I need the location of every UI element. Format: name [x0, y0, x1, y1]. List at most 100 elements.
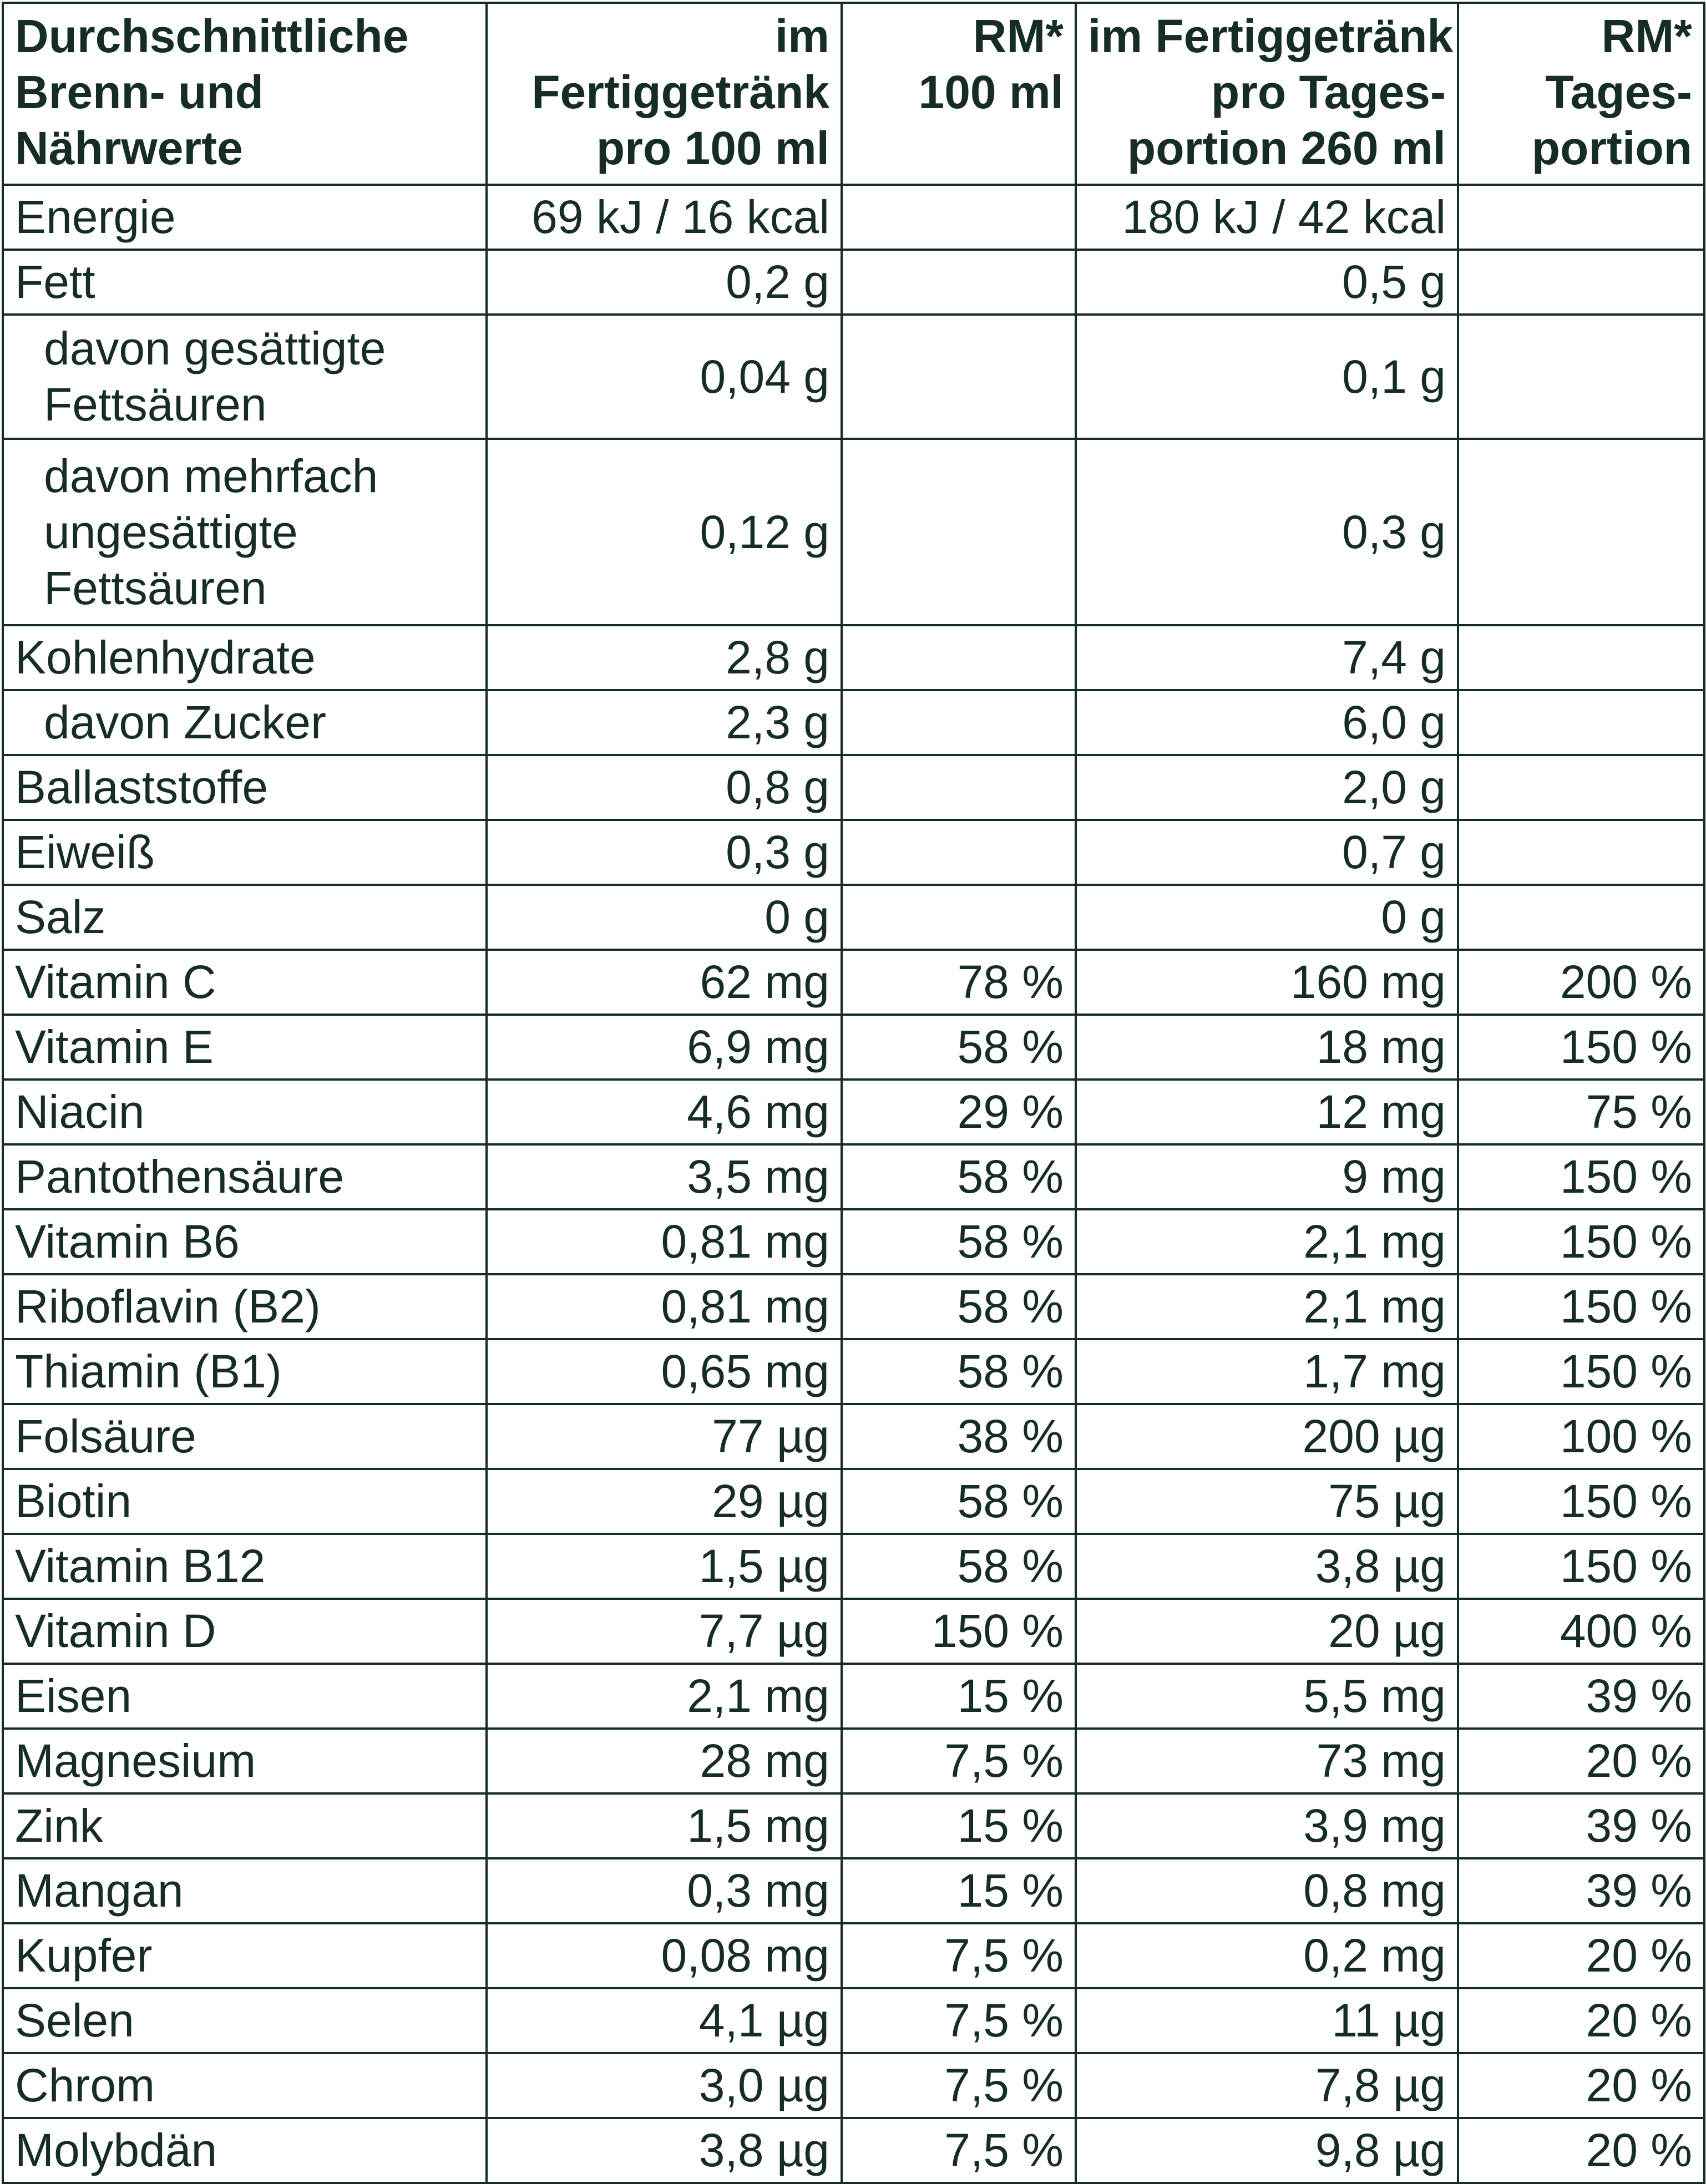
value-per-100ml: 0 g [485, 884, 843, 951]
nutrient-label: Kupfer [2, 1922, 488, 1989]
nutrient-label: Vitamin E [2, 1014, 488, 1081]
nutrient-label: Vitamin C [2, 949, 488, 1016]
value-per-100ml: 0,12 g [485, 438, 843, 626]
nutrient-label-line: davon mehrfach [44, 449, 378, 502]
rm-per-day-portion: 20 % [1457, 1727, 1705, 1795]
nutrition-rows: Energie 69 kJ / 16 kcal 180 kJ / 42 kcal Fe… [2, 184, 1705, 2184]
rm-per-day-portion [1457, 438, 1705, 626]
nutrient-label-line: Fettsäuren [44, 561, 267, 614]
value-per-day-portion: 0,1 g [1075, 313, 1459, 440]
nutrient-label: Energie [2, 184, 488, 251]
value-per-100ml: 29 µg [485, 1468, 843, 1535]
table-row: Vitamin E 6,9 mg 58 % 18 mg 150 % [2, 1014, 1705, 1081]
nutrient-label-line: Biotin [15, 1475, 132, 1527]
nutrient-label-line: Eiweiß [15, 826, 155, 878]
nutrient-label-line: Vitamin D [15, 1605, 216, 1657]
value-per-100ml: 0,65 mg [485, 1338, 843, 1405]
rm-per-day-portion [1457, 819, 1705, 886]
rm-per-100ml [841, 819, 1077, 886]
value-per-100ml: 69 kJ / 16 kcal [485, 184, 843, 251]
value-per-day-portion: 0 g [1075, 884, 1459, 951]
value-per-day-portion: 5,5 mg [1075, 1663, 1459, 1730]
rm-per-100ml [841, 754, 1077, 821]
table-row: Thiamin (B1) 0,65 mg 58 % 1,7 mg 150 % [2, 1338, 1705, 1405]
value-per-day-portion: 0,8 mg [1075, 1857, 1459, 1924]
value-per-100ml: 0,81 mg [485, 1208, 843, 1275]
nutrient-label-line: Kupfer [15, 1929, 153, 1982]
value-per-day-portion: 3,9 mg [1075, 1792, 1459, 1859]
nutrient-label-line: Chrom [15, 2059, 155, 2111]
rm-per-day-portion: 150 % [1457, 1208, 1705, 1275]
value-per-100ml: 0,3 mg [485, 1857, 843, 1924]
rm-per-100ml [841, 689, 1077, 756]
table-row: Vitamin B6 0,81 mg 58 % 2,1 mg 150 % [2, 1208, 1705, 1275]
value-per-day-portion: 0,7 g [1075, 819, 1459, 886]
table-row: Vitamin D 7,7 µg 150 % 20 µg 400 % [2, 1598, 1705, 1665]
value-per-100ml: 3,5 mg [485, 1143, 843, 1210]
value-per-100ml: 2,1 mg [485, 1663, 843, 1730]
rm-per-day-portion: 39 % [1457, 1857, 1705, 1924]
nutrient-label: Vitamin B12 [2, 1533, 488, 1600]
rm-per-100ml: 150 % [841, 1598, 1077, 1665]
rm-per-day-portion: 20 % [1457, 1922, 1705, 1989]
value-per-day-portion: 1,7 mg [1075, 1338, 1459, 1405]
rm-per-day-portion: 400 % [1457, 1598, 1705, 1665]
table-row: Selen 4,1 µg 7,5 % 11 µg 20 % [2, 1987, 1705, 2054]
nutrient-label: davon gesättigte Fettsäuren [2, 313, 488, 440]
nutrient-label: davon Zucker [2, 689, 488, 756]
nutrient-label: Zink [2, 1792, 488, 1859]
value-per-day-portion: 75 µg [1075, 1468, 1459, 1535]
rm-per-100ml: 7,5 % [841, 2052, 1077, 2119]
rm-per-100ml: 58 % [841, 1143, 1077, 1210]
value-per-100ml: 1,5 µg [485, 1533, 843, 1600]
value-per-day-portion: 12 mg [1075, 1078, 1459, 1146]
nutrient-label-line: Folsäure [15, 1410, 196, 1462]
value-per-100ml: 1,5 mg [485, 1792, 843, 1859]
table-row: Energie 69 kJ / 16 kcal 180 kJ / 42 kcal [2, 184, 1705, 251]
value-per-day-portion: 20 µg [1075, 1598, 1459, 1665]
value-per-day-portion: 160 mg [1075, 949, 1459, 1016]
rm-per-day-portion [1457, 249, 1705, 316]
nutrient-label-line: Selen [15, 1994, 134, 2046]
rm-per-day-portion: 100 % [1457, 1403, 1705, 1470]
value-per-100ml: 3,0 µg [485, 2052, 843, 2119]
rm-per-100ml [841, 249, 1077, 316]
nutrient-label: davon mehrfach ungesättigte Fettsäuren [2, 438, 488, 626]
nutrient-label-line: Niacin [15, 1086, 145, 1138]
rm-per-100ml [841, 184, 1077, 251]
nutrient-label-line: ungesättigte [44, 505, 298, 558]
table-row: davon gesättigte Fettsäuren 0,04 g 0,1 g [2, 313, 1705, 440]
nutrient-label: Magnesium [2, 1727, 488, 1795]
header-line: Fertiggetränk [531, 66, 829, 118]
rm-per-day-portion: 75 % [1457, 1078, 1705, 1146]
nutrient-label-line: Salz [15, 891, 106, 943]
table-row: Kupfer 0,08 mg 7,5 % 0,2 mg 20 % [2, 1922, 1705, 1989]
rm-per-day-portion: 39 % [1457, 1792, 1705, 1859]
nutrient-label-line: Vitamin B6 [15, 1215, 240, 1268]
header-line: Brenn- und [15, 66, 264, 118]
nutrient-label: Selen [2, 1987, 488, 2054]
table-row: Fett 0,2 g 0,5 g [2, 249, 1705, 316]
rm-per-day-portion: 39 % [1457, 1663, 1705, 1730]
nutrient-label: Biotin [2, 1468, 488, 1535]
rm-per-100ml [841, 884, 1077, 951]
value-per-day-portion: 2,0 g [1075, 754, 1459, 821]
nutrient-label: Niacin [2, 1078, 488, 1146]
nutrient-label: Pantothensäure [2, 1143, 488, 1210]
value-per-day-portion: 180 kJ / 42 kcal [1075, 184, 1459, 251]
nutrient-label: Eiweiß [2, 819, 488, 886]
nutrient-label-line: Eisen [15, 1670, 132, 1722]
rm-per-100ml: 29 % [841, 1078, 1077, 1146]
nutrient-label-line: davon gesättigte [44, 322, 386, 374]
value-per-100ml: 0,8 g [485, 754, 843, 821]
table-row: Eisen 2,1 mg 15 % 5,5 mg 39 % [2, 1663, 1705, 1730]
rm-per-day-portion: 150 % [1457, 1273, 1705, 1340]
value-per-day-portion: 0,5 g [1075, 249, 1459, 316]
table-row: Biotin 29 µg 58 % 75 µg 150 % [2, 1468, 1705, 1535]
value-per-100ml: 2,3 g [485, 689, 843, 756]
value-per-100ml: 0,04 g [485, 313, 843, 440]
nutrient-label: Fett [2, 249, 488, 316]
rm-per-100ml: 58 % [841, 1014, 1077, 1081]
nutrient-label-line: Thiamin (B1) [15, 1345, 282, 1397]
value-per-100ml: 77 µg [485, 1403, 843, 1470]
